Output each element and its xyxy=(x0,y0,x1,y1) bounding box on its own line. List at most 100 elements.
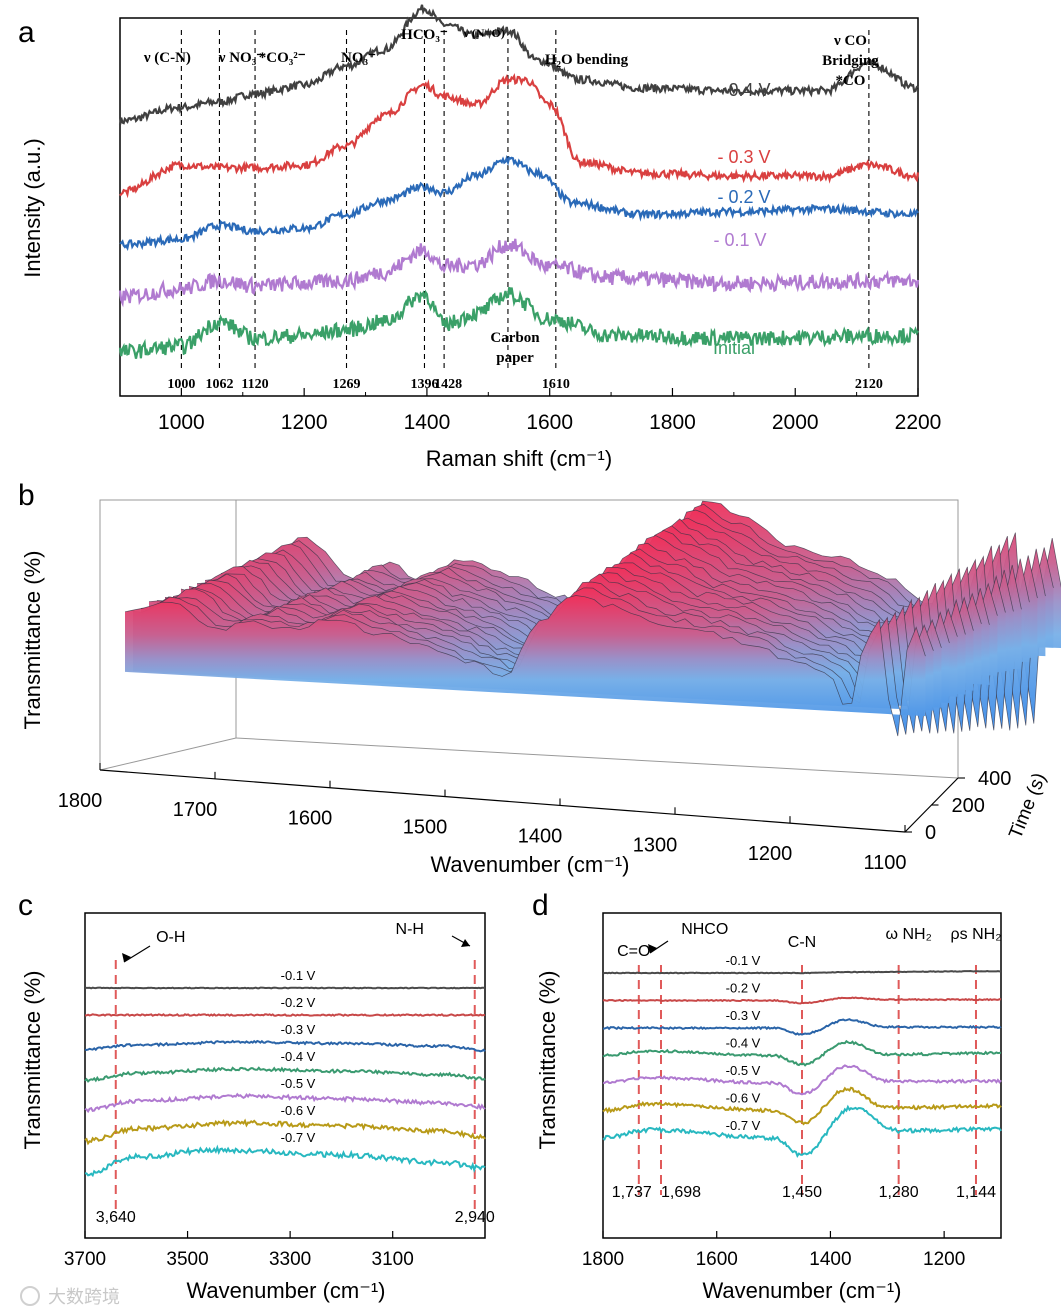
x-tick-label: 2000 xyxy=(772,411,819,434)
panel-b-x-axis xyxy=(99,769,906,833)
x-tick-label: 1700 xyxy=(173,799,218,821)
series-label-1: -0.2 V xyxy=(281,995,316,1010)
series-label-6: -0.7 V xyxy=(726,1118,761,1133)
band-label-9: *CO xyxy=(835,73,865,89)
panel-c-labels: -0.1 V -0.2 V -0.3 V -0.4 V -0.5 V -0.6 V -0.7… xyxy=(96,921,495,1226)
time-tick-label: 0 xyxy=(925,822,936,844)
series-label-2: - 0.2 V xyxy=(717,187,770,207)
series-label-0: -0.1 V xyxy=(281,968,316,983)
panel-d-xlabel: Wavenumber (cm⁻¹) xyxy=(702,1278,901,1303)
panel-c-ticks: 3700 3500 3300 3100 xyxy=(64,1231,414,1270)
series-label-4: -0.5 V xyxy=(726,1063,761,1078)
panel-d-labels: -0.1 V -0.2 V -0.3 V -0.4 V -0.5 V -0.6 V -0.7… xyxy=(612,921,1002,1201)
panel-a-series xyxy=(118,4,920,359)
x-tick-label: 1800 xyxy=(582,1249,624,1270)
time-tick-label: 400 xyxy=(978,768,1011,790)
series-line-2 xyxy=(119,154,919,252)
series-label-0: - 0.4 V xyxy=(717,80,770,100)
x-tick-label: 3500 xyxy=(166,1249,208,1270)
x-tick-label: 3100 xyxy=(372,1249,414,1270)
x-tick-label: 1600 xyxy=(288,808,333,830)
band-label-3: NO₃⁻ xyxy=(341,50,376,66)
band-label-4: ρs NH₂ xyxy=(951,926,1002,943)
peak-label-2120: 2120 xyxy=(855,377,883,392)
x-tick-label: 1800 xyxy=(649,411,696,434)
series-label-5: -0.6 V xyxy=(726,1091,761,1106)
series-line-3 xyxy=(602,1039,1001,1067)
annotation-paper: paper xyxy=(496,350,534,366)
band-label-4: HCO₃⁻ xyxy=(401,27,448,43)
peak-label-1062: 1062 xyxy=(205,377,233,392)
panel-b-xlabel: Wavenumber (cm⁻¹) xyxy=(430,852,629,877)
series-line-1 xyxy=(602,996,1002,1005)
peak-label-2: 1,450 xyxy=(782,1184,822,1201)
x-tick-label: 1400 xyxy=(809,1249,851,1270)
series-label-4: Initial xyxy=(713,338,755,358)
series-line-6 xyxy=(84,1144,486,1178)
panel-letter-d: d xyxy=(532,889,549,922)
x-tick-label: 1000 xyxy=(158,411,205,434)
x-tick-label: 1200 xyxy=(748,843,793,865)
panel-a-frame xyxy=(119,17,919,397)
series-line-3 xyxy=(84,1066,486,1083)
peak-label-1120: 1120 xyxy=(241,377,268,392)
band-label-2: *CO₃²⁻ xyxy=(259,50,306,66)
panel-a-ticks: 1000 1200 1400 1600 1800 2000 2200 xyxy=(119,388,942,434)
peak-label-1: 1,698 xyxy=(661,1184,701,1201)
annotation-carbon: Carbon xyxy=(490,330,540,346)
x-tick-label: 1500 xyxy=(403,817,448,839)
peak-label-4: 1,144 xyxy=(956,1184,996,1201)
panel-c-ylabel: Transmittance (%) xyxy=(20,971,45,1150)
panel-b-3d: 1800 1700 1600 1500 1400 1300 1200 11000200400 … xyxy=(20,499,1061,877)
arrow-head-0 xyxy=(648,944,657,953)
panel-d-series xyxy=(602,969,1002,1158)
panel-a-raman: 1000 1200 1400 1600 1800 2000 2200 1000 1062 112… xyxy=(20,4,942,471)
band-label-2: C-N xyxy=(788,934,816,951)
panel-a-xlabel: Raman shift (cm⁻¹) xyxy=(426,446,612,471)
panel-a-ylabel: Intensity (a.u.) xyxy=(20,138,45,277)
peak-label-1428: 1428 xyxy=(434,377,462,392)
panel-d-ylabel: Transmittance (%) xyxy=(535,971,560,1150)
watermark-text: 大数跨境 xyxy=(48,1287,120,1307)
panel-c-series xyxy=(84,986,486,1178)
x-tick-label: 2200 xyxy=(895,411,942,434)
panel-c-xlabel: Wavenumber (cm⁻¹) xyxy=(186,1278,385,1303)
series-label-2: -0.3 V xyxy=(726,1008,761,1023)
time-tick-label: 200 xyxy=(952,795,985,817)
series-line-6 xyxy=(602,1104,1002,1158)
panel-b-ylabel: Transmittance (%) xyxy=(20,551,45,730)
peak-label-0: 1,737 xyxy=(612,1184,652,1201)
series-label-1: -0.2 V xyxy=(726,981,761,996)
x-tick-label: 1200 xyxy=(923,1249,965,1270)
panel-b-zlabel: Time (s) xyxy=(1005,770,1050,842)
panel-d-ftir: 1800 1600 1400 1200 -0.1 V -0.2 V -0.3 V -0.4 … xyxy=(535,912,1002,1303)
x-tick-label: 1600 xyxy=(526,411,573,434)
band-label-3: ω NH₂ xyxy=(886,926,932,943)
series-label-3: -0.4 V xyxy=(726,1036,761,1051)
peak-label-1396: 1396 xyxy=(410,377,438,392)
series-label-3: - 0.1 V xyxy=(713,230,766,250)
arrow-head-1 xyxy=(461,939,470,947)
band-label-0: C=O xyxy=(617,943,650,960)
arrow-head-0 xyxy=(122,953,131,962)
series-line-2 xyxy=(602,1018,1002,1036)
surface-trace-17 xyxy=(124,595,926,737)
series-line-4 xyxy=(602,1064,1002,1096)
series-line-0 xyxy=(602,969,1001,975)
band-label-1: NHCO xyxy=(681,921,728,938)
x-tick-label: 1400 xyxy=(518,825,563,847)
peak-label-1269: 1269 xyxy=(333,377,361,392)
panel-c-peak-lines xyxy=(114,960,476,1210)
surface-band-17 xyxy=(125,595,926,737)
panel-b-ticks: 1800 1700 1600 1500 1400 1300 1200 1100 0 200 400 xyxy=(58,763,1011,874)
x-tick-label: 1600 xyxy=(696,1249,738,1270)
panel-c-frame xyxy=(84,912,486,1239)
x-tick-label: 1200 xyxy=(281,411,328,434)
x-tick-label: 1400 xyxy=(404,411,451,434)
panel-c-ftir: 3700 3500 3300 3100 -0.1 V -0.2 V -0.3 V -0.4 … xyxy=(20,912,495,1303)
series-label-1: - 0.3 V xyxy=(717,147,770,167)
peak-label-0: 3,640 xyxy=(96,1209,136,1226)
series-label-3: -0.4 V xyxy=(281,1049,316,1064)
